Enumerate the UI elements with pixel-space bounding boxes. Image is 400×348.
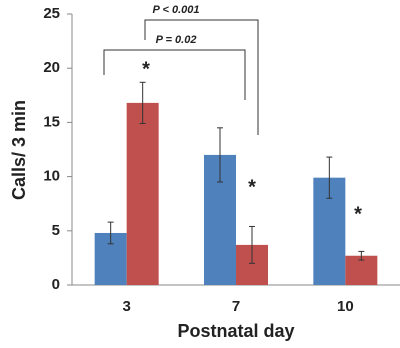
bracket: [144, 19, 259, 135]
y-tick-label: 25: [43, 5, 60, 22]
significance-star: *: [354, 203, 362, 225]
bracket: [103, 49, 246, 100]
significance-star: *: [142, 58, 150, 80]
bar: [345, 255, 378, 285]
x-axis-label: Postnatal day: [177, 321, 294, 341]
p-value: P < 0.001: [153, 4, 200, 16]
y-axis-label: Calls/ 3 min: [9, 100, 29, 200]
x-tick-label: 3: [122, 298, 130, 315]
y-tick-label: 0: [52, 276, 60, 293]
y-tick-label: 5: [52, 222, 60, 239]
x-tick-label: 10: [337, 298, 354, 315]
bar: [126, 102, 159, 285]
x-tick-label: 7: [232, 298, 240, 315]
y-tick-label: 15: [43, 113, 60, 130]
significance-star: *: [248, 176, 256, 198]
p-value: P = 0.02: [156, 34, 197, 46]
y-tick-label: 20: [43, 59, 60, 76]
y-tick-label: 10: [43, 168, 60, 185]
